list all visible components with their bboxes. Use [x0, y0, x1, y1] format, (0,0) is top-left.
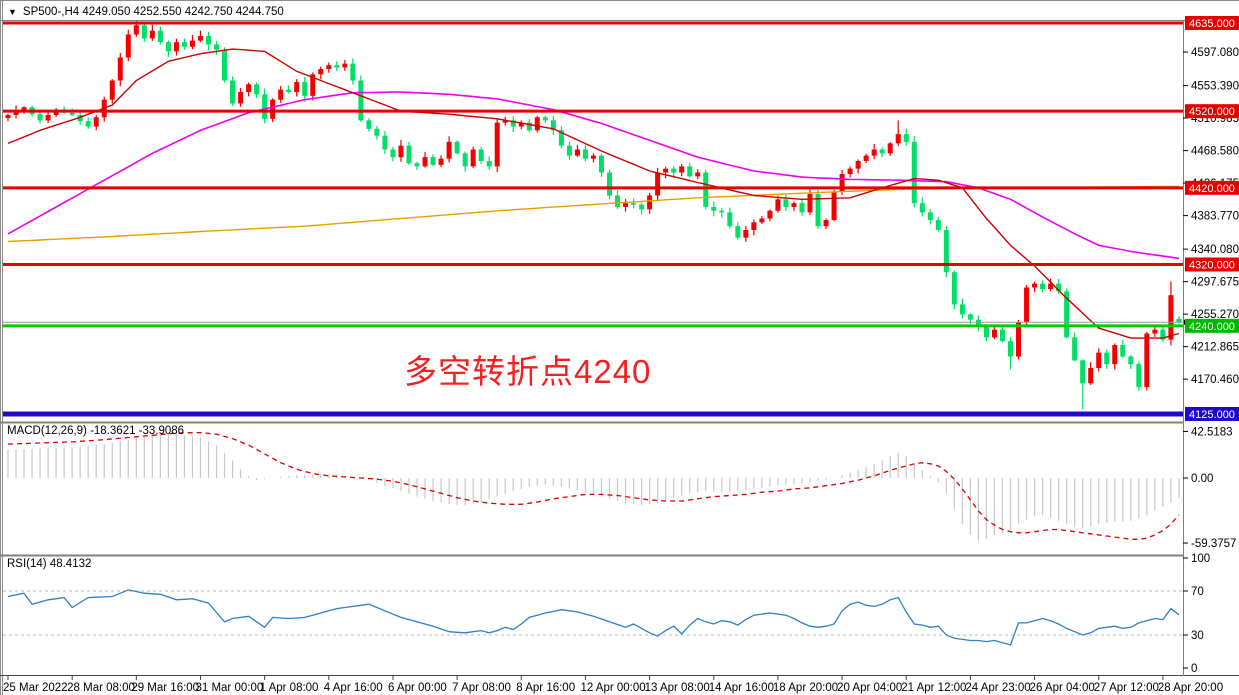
svg-text:4468.580: 4468.580	[1191, 146, 1239, 158]
ma-red-line	[7, 48, 1180, 339]
svg-text:21 Apr 12:00: 21 Apr 12:00	[901, 682, 966, 694]
price-badge-4125	[1185, 407, 1239, 422]
pane-borders	[0, 20, 1239, 676]
rsi-indicator-label: RSI(14) 48.4132	[7, 558, 92, 570]
svg-text:27 Apr 12:00: 27 Apr 12:00	[1094, 682, 1159, 694]
svg-text:4125.000: 4125.000	[1189, 409, 1235, 421]
ma-magenta-line	[7, 91, 1180, 260]
svg-text:18 Apr 20:00: 18 Apr 20:00	[773, 682, 838, 694]
svg-text:29 Mar 16:00: 29 Mar 16:00	[131, 682, 199, 694]
svg-text:12 Apr 00:00: 12 Apr 00:00	[580, 682, 645, 694]
svg-text:100: 100	[1191, 553, 1210, 565]
svg-text:4553.390: 4553.390	[1191, 81, 1239, 93]
svg-text:-59.3757: -59.3757	[1191, 538, 1236, 550]
macd-signal-line	[7, 431, 1180, 540]
price-badge-4520	[1185, 104, 1239, 119]
candles-layer	[5, 21, 1182, 410]
svg-text:28 Apr 20:00: 28 Apr 20:00	[1158, 682, 1223, 694]
svg-text:6 Apr 00:00: 6 Apr 00:00	[388, 682, 447, 694]
rsi-line	[7, 589, 1180, 646]
main-price-pane[interactable]	[3, 20, 1183, 417]
macd-pane[interactable]	[7, 431, 1180, 541]
macd-indicator-label: MACD(12,26,9) -18.3621 -33.9086	[7, 425, 185, 437]
svg-text:4420.000: 4420.000	[1189, 183, 1235, 195]
price-axis[interactable]: 4597.0804553.3904510.9854468.5804426.175…	[1183, 16, 1239, 675]
svg-text:4212.865: 4212.865	[1191, 342, 1239, 354]
svg-text:4635.000: 4635.000	[1189, 18, 1235, 30]
svg-text:14 Apr 16:00: 14 Apr 16:00	[709, 682, 774, 694]
price-badge-4320	[1185, 257, 1239, 272]
svg-text:4297.675: 4297.675	[1191, 277, 1239, 289]
svg-text:20 Apr 04:00: 20 Apr 04:00	[837, 682, 902, 694]
window-left-border-inner	[2, 1, 3, 695]
svg-text:28 Mar 08:00: 28 Mar 08:00	[67, 682, 135, 694]
svg-text:4597.080: 4597.080	[1191, 47, 1239, 59]
svg-text:24 Apr 23:00: 24 Apr 23:00	[965, 682, 1030, 694]
svg-text:30: 30	[1191, 630, 1204, 642]
annotation-text[interactable]: 多空转折点4240	[404, 353, 652, 390]
svg-text:8 Apr 16:00: 8 Apr 16:00	[516, 682, 575, 694]
ma-orange-line	[7, 185, 1179, 243]
symbol-dropdown-icon[interactable]: ▼	[8, 7, 17, 17]
price-badge-4240	[1185, 318, 1239, 333]
svg-text:7 Apr 08:00: 7 Apr 08:00	[452, 682, 511, 694]
svg-text:26 Apr 04:00: 26 Apr 04:00	[1030, 682, 1095, 694]
svg-text:42.5183: 42.5183	[1191, 426, 1233, 438]
svg-text:4 Apr 16:00: 4 Apr 16:00	[324, 682, 383, 694]
price-badge-4635	[1185, 16, 1239, 30]
svg-text:70: 70	[1191, 586, 1204, 598]
svg-text:4240.000: 4240.000	[1189, 321, 1235, 333]
svg-text:0.00: 0.00	[1191, 473, 1213, 485]
svg-text:31 Mar 00:00: 31 Mar 00:00	[195, 682, 263, 694]
svg-text:4383.770: 4383.770	[1191, 211, 1239, 223]
svg-text:13 Apr 08:00: 13 Apr 08:00	[645, 682, 710, 694]
rsi-pane[interactable]	[3, 589, 1183, 646]
svg-text:4170.460: 4170.460	[1191, 374, 1239, 386]
svg-text:4320.000: 4320.000	[1189, 260, 1235, 272]
window-left-border	[0, 1, 1, 695]
svg-text:25 Mar 2022: 25 Mar 2022	[3, 682, 68, 694]
svg-text:4340.080: 4340.080	[1191, 244, 1239, 256]
svg-text:1 Apr 08:00: 1 Apr 08:00	[260, 682, 319, 694]
svg-text:4255.270: 4255.270	[1191, 309, 1239, 321]
chart-title: SP500-,H4 4249.050 4252.550 4242.750 424…	[22, 5, 284, 18]
svg-text:4520.000: 4520.000	[1189, 106, 1235, 118]
chart-title-bar: ▼ SP500-,H4 4249.050 4252.550 4242.750 4…	[8, 4, 284, 19]
svg-text:0: 0	[1191, 663, 1197, 675]
price-badge-4420	[1185, 180, 1239, 195]
